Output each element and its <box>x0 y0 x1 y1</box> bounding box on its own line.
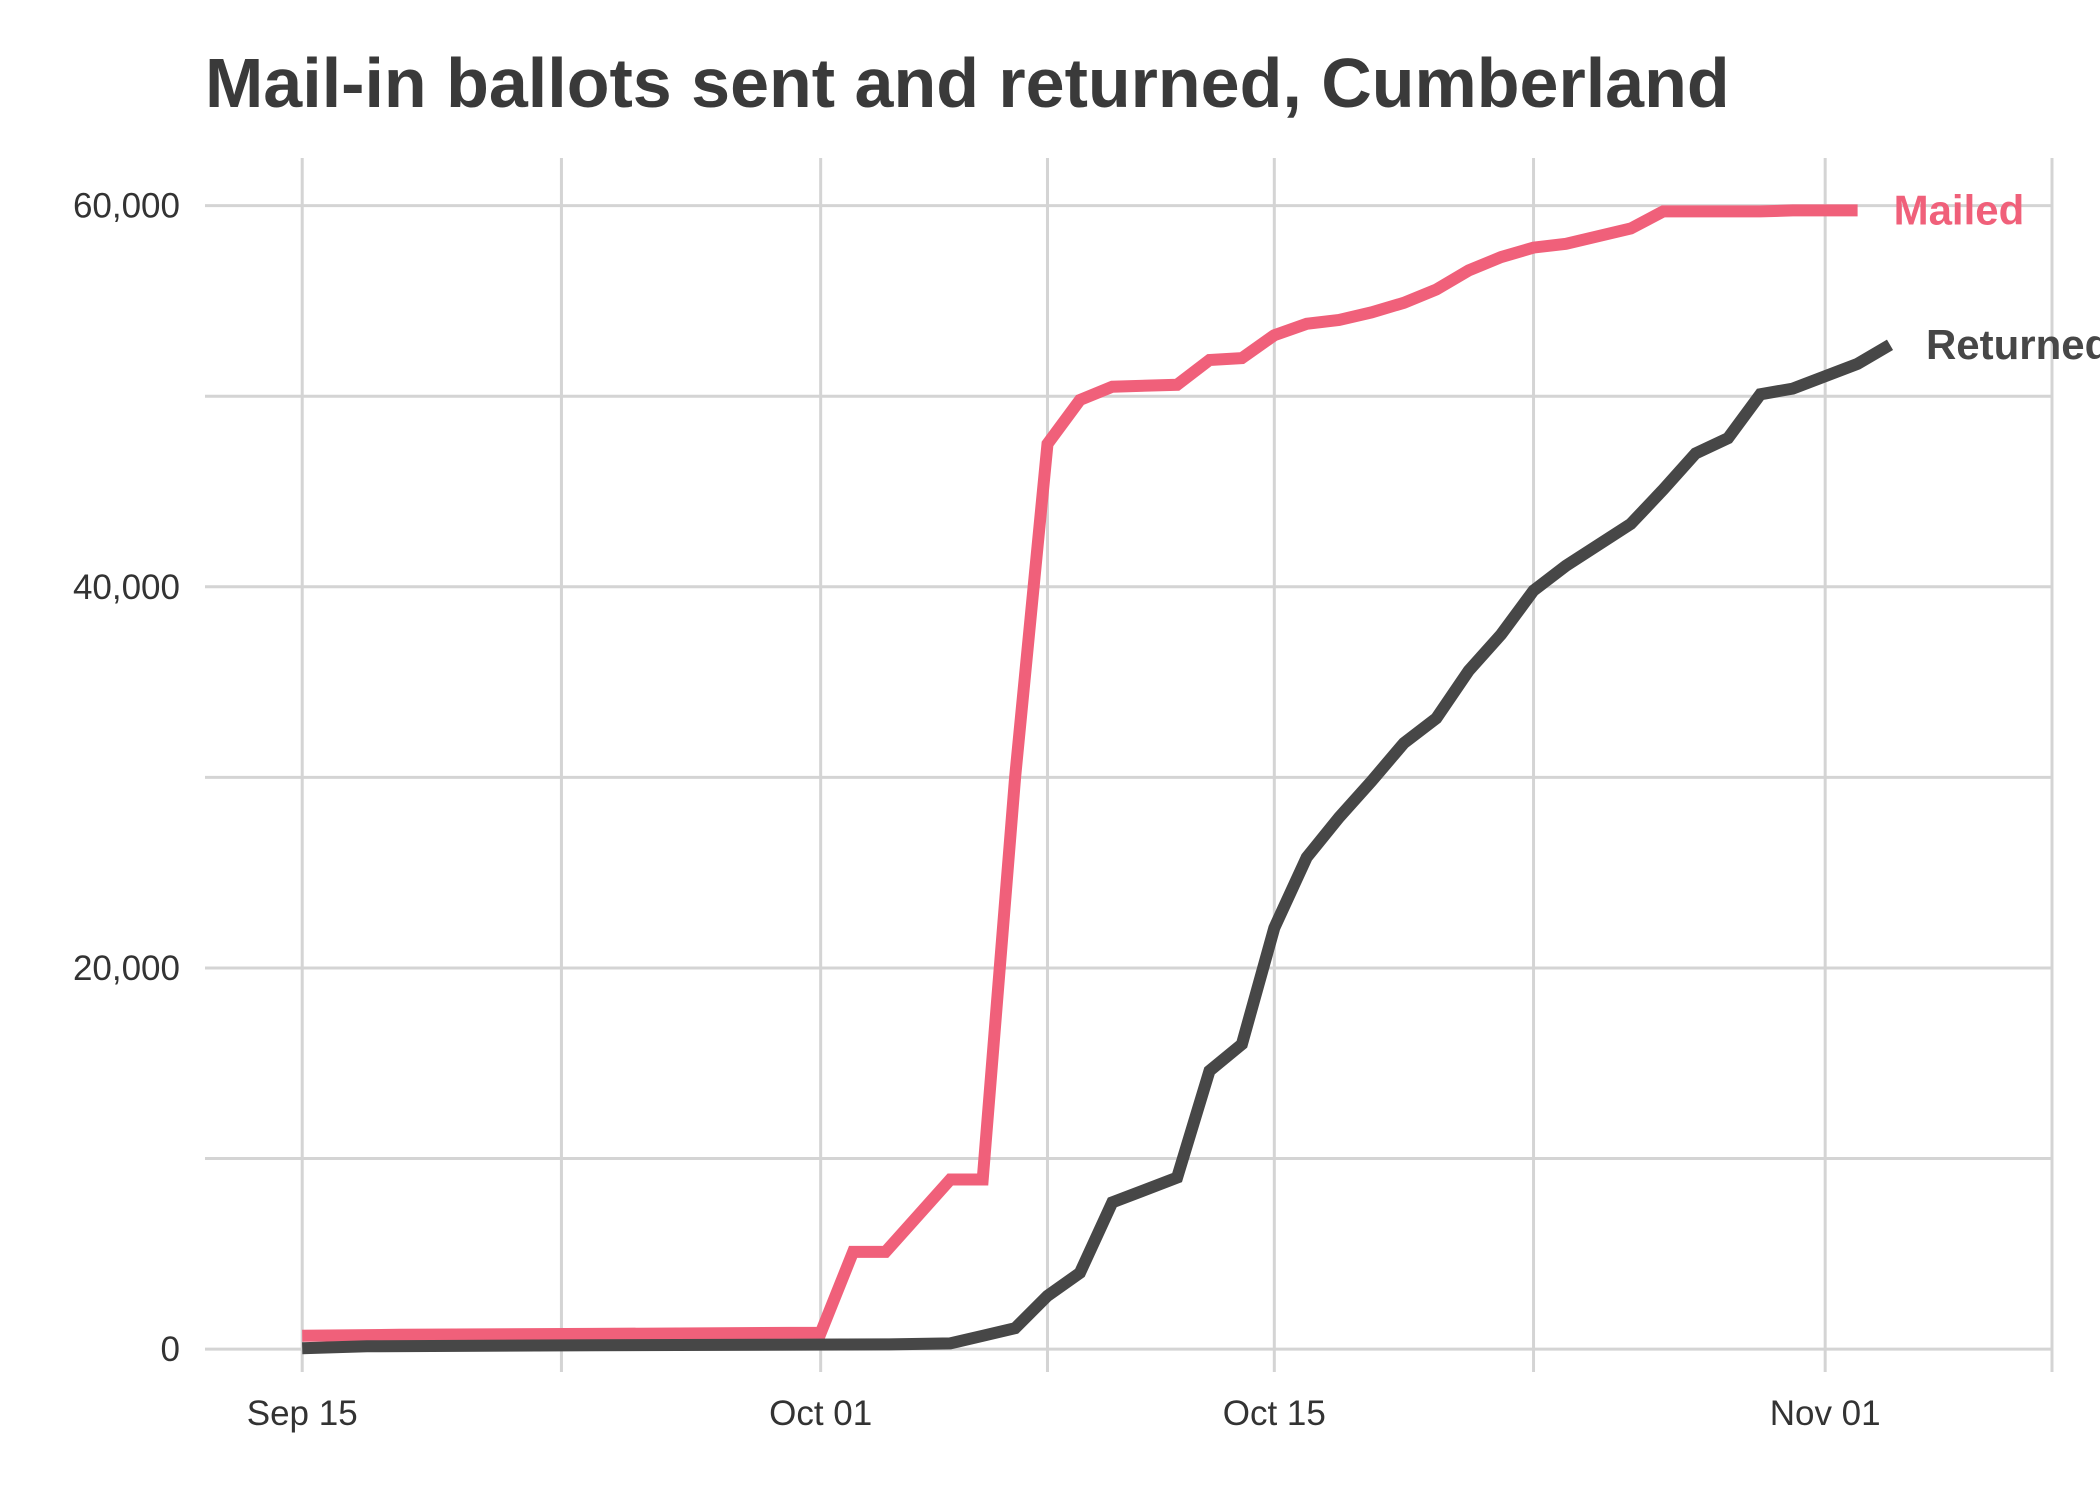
x-tick-label-sep-15: Sep 15 <box>247 1394 358 1433</box>
series-line-mailed <box>302 204 1858 1342</box>
tick-labels: Sep 15 Oct 01 Oct 15 Nov 01 0 20,000 40,000 60,… <box>73 187 1881 1433</box>
series-lines <box>302 204 1894 1355</box>
major-gridlines <box>205 158 2052 1372</box>
chart-title: Mail-in ballots sent and returned, Cumbe… <box>205 44 1730 122</box>
minor-gridlines <box>205 158 2054 1372</box>
y-tick-label-60-000: 60,000 <box>73 187 180 226</box>
y-tick-label-40-000: 40,000 <box>73 568 180 607</box>
x-tick-label-oct-15: Oct 15 <box>1223 1394 1326 1433</box>
series-label-returned: Returned <box>1926 321 2100 368</box>
y-tick-label-20-000: 20,000 <box>73 949 180 988</box>
series-label-mailed: Mailed <box>1894 186 2025 233</box>
x-tick-label-oct-01: Oct 01 <box>769 1394 872 1433</box>
y-tick-label-0: 0 <box>161 1330 180 1369</box>
series-labels: Mailed Returned <box>1894 186 2100 367</box>
series-line-returned <box>302 339 1894 1355</box>
x-tick-label-nov-01: Nov 01 <box>1770 1394 1881 1433</box>
